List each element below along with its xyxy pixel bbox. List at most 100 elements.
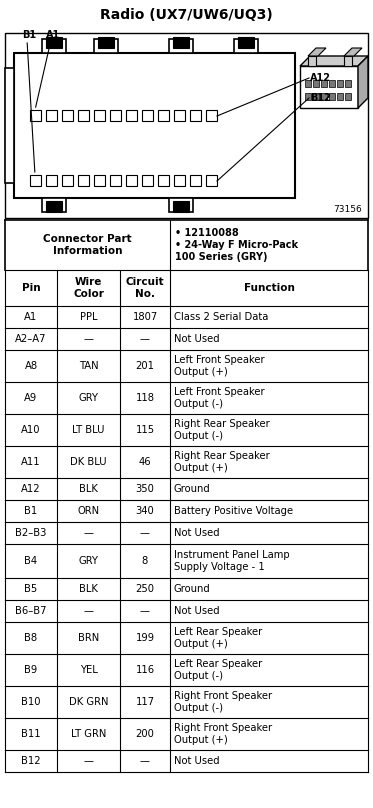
Text: —: — xyxy=(140,756,150,766)
Text: Pin: Pin xyxy=(22,283,40,293)
Text: B1: B1 xyxy=(22,30,36,40)
Text: Left Rear Speaker
Output (+): Left Rear Speaker Output (+) xyxy=(174,627,262,649)
Text: Class 2 Serial Data: Class 2 Serial Data xyxy=(174,312,269,322)
Bar xyxy=(94,110,105,121)
Text: Right Rear Speaker
Output (+): Right Rear Speaker Output (+) xyxy=(174,451,270,473)
Text: 250: 250 xyxy=(135,584,154,594)
Bar xyxy=(46,110,57,121)
Bar xyxy=(110,110,121,121)
Bar xyxy=(158,110,169,121)
Text: B8: B8 xyxy=(25,633,38,643)
Text: Not Used: Not Used xyxy=(174,334,220,344)
Text: —: — xyxy=(84,606,94,616)
Text: LT GRN: LT GRN xyxy=(71,729,106,739)
Text: B2–B3: B2–B3 xyxy=(15,528,47,538)
Polygon shape xyxy=(344,48,362,56)
Text: YEL: YEL xyxy=(79,665,97,675)
Text: B6–B7: B6–B7 xyxy=(15,606,47,616)
Bar xyxy=(305,80,311,87)
Bar xyxy=(142,110,153,121)
Text: Left Front Speaker
Output (+): Left Front Speaker Output (+) xyxy=(174,356,264,377)
Bar xyxy=(169,39,193,53)
Bar xyxy=(345,80,351,87)
Bar xyxy=(190,175,201,186)
Text: —: — xyxy=(84,334,94,344)
Text: Not Used: Not Used xyxy=(174,606,220,616)
Text: B10: B10 xyxy=(21,697,41,707)
Bar xyxy=(62,175,73,186)
Text: 116: 116 xyxy=(135,665,154,675)
Text: 340: 340 xyxy=(136,506,154,516)
Text: 117: 117 xyxy=(135,697,154,707)
Text: B12: B12 xyxy=(21,756,41,766)
Text: B4: B4 xyxy=(25,556,38,566)
Text: Right Front Speaker
Output (-): Right Front Speaker Output (-) xyxy=(174,691,272,713)
Text: B5: B5 xyxy=(24,584,38,594)
Text: PPL: PPL xyxy=(80,312,97,322)
Bar xyxy=(98,37,114,48)
Bar xyxy=(234,39,258,53)
Bar xyxy=(321,93,327,100)
Text: Ground: Ground xyxy=(174,584,211,594)
Bar xyxy=(313,80,319,87)
Bar xyxy=(329,93,335,100)
Bar xyxy=(5,68,14,183)
Text: Not Used: Not Used xyxy=(174,756,220,766)
Text: Instrument Panel Lamp
Supply Voltage - 1: Instrument Panel Lamp Supply Voltage - 1 xyxy=(174,550,289,572)
Text: B11: B11 xyxy=(21,729,41,739)
Bar xyxy=(94,175,105,186)
Bar xyxy=(308,56,316,66)
Text: 201: 201 xyxy=(135,361,154,371)
Bar xyxy=(158,175,169,186)
Bar xyxy=(173,37,189,48)
Text: 118: 118 xyxy=(135,393,154,403)
Bar xyxy=(30,175,41,186)
Text: Wire
Color: Wire Color xyxy=(73,277,104,299)
Bar xyxy=(238,37,254,48)
Bar xyxy=(46,37,62,48)
Bar xyxy=(42,39,66,53)
Text: —: — xyxy=(84,756,94,766)
Bar xyxy=(206,110,217,121)
Text: 350: 350 xyxy=(135,484,154,494)
Text: 73156: 73156 xyxy=(333,205,362,214)
Text: ORN: ORN xyxy=(78,506,100,516)
Bar xyxy=(305,93,311,100)
Text: A12: A12 xyxy=(21,484,41,494)
Text: 46: 46 xyxy=(139,457,151,467)
Text: Radio (UX7/UW6/UQ3): Radio (UX7/UW6/UQ3) xyxy=(100,8,272,22)
Bar xyxy=(78,110,89,121)
Text: Ground: Ground xyxy=(174,484,211,494)
Bar xyxy=(190,110,201,121)
Bar xyxy=(42,198,66,212)
Text: 199: 199 xyxy=(135,633,154,643)
Text: BLK: BLK xyxy=(79,584,98,594)
Text: 200: 200 xyxy=(135,729,154,739)
Text: Left Rear Speaker
Output (-): Left Rear Speaker Output (-) xyxy=(174,659,262,681)
Text: B9: B9 xyxy=(24,665,38,675)
Bar xyxy=(313,93,319,100)
Text: • 12110088
• 24-Way F Micro-Pack
100 Series (GRY): • 12110088 • 24-Way F Micro-Pack 100 Ser… xyxy=(175,229,298,262)
Text: Battery Positive Voltage: Battery Positive Voltage xyxy=(174,506,293,516)
Bar xyxy=(142,175,153,186)
Text: Function: Function xyxy=(244,283,294,293)
Text: Right Rear Speaker
Output (-): Right Rear Speaker Output (-) xyxy=(174,419,270,441)
Text: A1: A1 xyxy=(46,30,60,40)
Bar xyxy=(329,80,335,87)
Text: DK GRN: DK GRN xyxy=(69,697,108,707)
Bar xyxy=(126,110,137,121)
Text: DK BLU: DK BLU xyxy=(70,457,107,467)
Bar xyxy=(174,110,185,121)
Bar xyxy=(337,93,343,100)
Polygon shape xyxy=(300,56,368,66)
Bar xyxy=(14,53,295,198)
Text: TAN: TAN xyxy=(79,361,98,371)
Text: GRY: GRY xyxy=(78,393,98,403)
Bar xyxy=(337,80,343,87)
Text: 1807: 1807 xyxy=(132,312,158,322)
Text: Connector Part
Information: Connector Part Information xyxy=(43,234,132,256)
Text: Circuit
No.: Circuit No. xyxy=(126,277,164,299)
Bar xyxy=(62,110,73,121)
Text: A2–A7: A2–A7 xyxy=(15,334,47,344)
Text: A11: A11 xyxy=(21,457,41,467)
